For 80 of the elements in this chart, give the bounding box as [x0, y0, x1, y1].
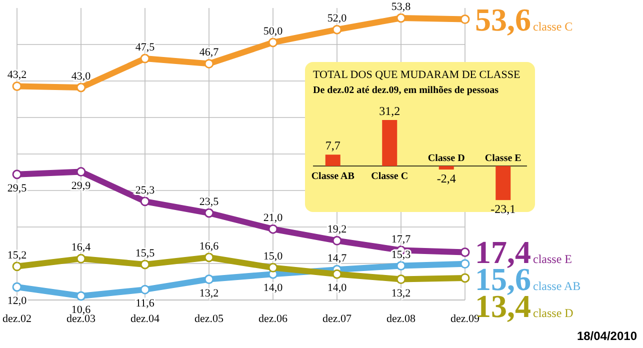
- x-tick-label: dez.08: [386, 313, 416, 325]
- data-label: 15,0: [263, 250, 284, 263]
- data-label: 14,7: [327, 252, 348, 265]
- data-label: 43,2: [7, 69, 27, 82]
- data-label: 19,2: [327, 224, 347, 236]
- point: [268, 262, 278, 272]
- data-label: 17,7: [391, 233, 412, 246]
- data-label: 43,0: [71, 70, 92, 82]
- x-tick-label: dez.09: [450, 313, 480, 325]
- x-tick-label: dez.07: [322, 313, 352, 325]
- point: [460, 14, 470, 24]
- text: 18/04/2010: [576, 329, 638, 343]
- x-tick-label: dez.06: [258, 313, 288, 325]
- data-label: 53,8: [391, 1, 412, 13]
- point: [268, 224, 278, 234]
- point: [268, 38, 278, 48]
- data-label: 7,7: [325, 138, 340, 153]
- data-label: 13,2: [199, 287, 219, 300]
- point: [396, 274, 406, 284]
- data-label: 25,3: [135, 184, 156, 196]
- point: [12, 81, 22, 91]
- x-tick-label: dez.05: [194, 313, 224, 325]
- point: [204, 274, 214, 284]
- point: [332, 24, 342, 34]
- data-label: 53,6: [475, 1, 531, 38]
- x-tick-label: Classe D: [428, 153, 465, 164]
- x-tick-label: Classe AB: [311, 171, 355, 182]
- data-label: 46,7: [199, 46, 220, 59]
- data-label: 31,2: [379, 104, 400, 118]
- point: [460, 273, 470, 283]
- data-label: 15,2: [7, 249, 27, 262]
- data-label: 10,6: [71, 304, 92, 316]
- point: [76, 82, 86, 92]
- text: classe C: [533, 19, 573, 34]
- x-tick-label: dez.03: [66, 313, 96, 325]
- data-label: 29,5: [7, 182, 28, 194]
- point: [76, 291, 86, 301]
- point: [76, 254, 86, 264]
- point: [204, 252, 214, 262]
- text: classe D: [533, 306, 574, 320]
- point: [12, 282, 22, 292]
- data-label: 12,0: [7, 294, 28, 307]
- point: [332, 269, 342, 279]
- point: [12, 170, 22, 180]
- data-label: -23,1: [490, 202, 516, 216]
- data-label: 23,5: [199, 196, 220, 208]
- point: [140, 54, 150, 64]
- point: [12, 262, 22, 272]
- data-label: -2,4: [436, 172, 456, 186]
- point: [76, 167, 86, 177]
- data-label: 47,5: [135, 42, 156, 54]
- data-label: 15,5: [135, 247, 156, 260]
- point: [204, 58, 214, 68]
- point: [460, 259, 470, 269]
- text: classe E: [533, 252, 572, 266]
- x-tick-label: Classe C: [371, 171, 408, 182]
- data-label: 11,6: [136, 298, 155, 310]
- data-label: 50,0: [263, 25, 284, 38]
- point: [396, 13, 406, 23]
- point: [332, 236, 342, 246]
- point: [140, 260, 150, 270]
- x-tick-label: dez.04: [130, 313, 160, 325]
- chart-title: TOTAL DOS QUE MUDARAM DE CLASSE: [313, 69, 520, 81]
- data-label: 13,2: [391, 287, 411, 300]
- data-label: 14,0: [263, 282, 284, 294]
- point: [140, 196, 150, 206]
- x-tick-label: Classe E: [484, 153, 522, 164]
- point: [460, 247, 470, 257]
- text: classe AB: [533, 279, 581, 294]
- point: [396, 261, 406, 271]
- point: [204, 208, 214, 218]
- data-label: 16,6: [199, 240, 220, 252]
- data-label: 16,4: [71, 242, 92, 254]
- data-label: 52,0: [327, 12, 348, 25]
- x-tick-label: dez.02: [2, 313, 32, 325]
- data-label: 29,9: [71, 180, 92, 192]
- point: [140, 284, 150, 294]
- data-label: 14,0: [327, 282, 348, 294]
- chart-subtitle: De dez.02 até dez.09, em milhões de pessoas: [313, 85, 499, 96]
- data-label: 21,0: [263, 212, 284, 224]
